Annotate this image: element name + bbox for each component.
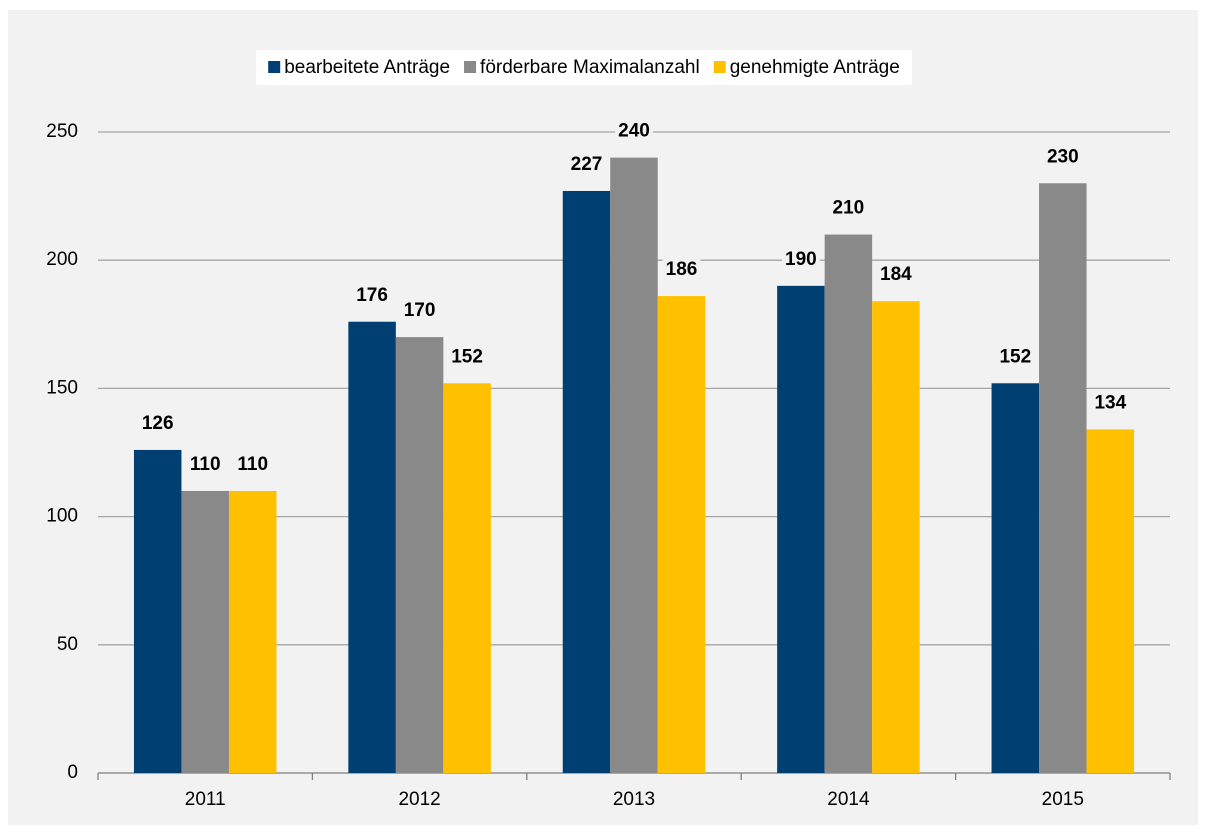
legend-swatch [268,61,281,73]
bar [872,301,920,773]
value-label: 152 [451,346,483,367]
value-label-bg [1043,146,1082,168]
x-tick-label: 2013 [613,789,655,810]
value-label: 126 [142,413,174,434]
legend-label: förderbare Maximalanzahl [480,57,700,78]
value-label-bg [829,197,868,219]
y-tick-label: 50 [57,634,78,655]
value-label-bg [996,346,1035,368]
value-label: 110 [190,454,221,475]
legend-label: genehmigte Anträge [730,57,900,78]
bar [228,490,277,773]
bar [133,449,182,773]
value-label: 152 [999,346,1031,367]
value-label: 190 [785,249,817,270]
bar [991,383,1040,773]
legend-label: bearbeitete Anträge [284,57,450,78]
value-label-bg [234,453,272,475]
value-label: 240 [618,121,650,142]
y-tick-label: 0 [67,762,78,783]
bar [777,285,825,773]
legend-swatch [713,61,726,73]
value-label: 230 [1047,146,1079,167]
bar [824,234,873,773]
bar [1086,429,1135,773]
x-tick-label: 2014 [827,789,870,810]
value-label-bg [615,120,653,142]
bar [562,190,611,774]
value-label-bg [877,264,916,286]
value-label: 134 [1094,392,1126,413]
legend-background [256,50,912,85]
value-label-bg [1091,392,1130,414]
value-label: 170 [404,300,436,321]
y-tick-label: 250 [46,121,78,142]
x-tick-label: 2015 [1042,789,1084,810]
value-label-bg [186,453,224,475]
value-label: 210 [833,198,865,219]
value-label: 186 [666,259,698,280]
value-label: 176 [356,285,388,306]
value-label: 184 [880,264,912,285]
value-label: 110 [237,454,268,475]
y-tick-label: 100 [46,506,78,527]
legend-swatch [464,61,477,73]
bar [181,490,229,773]
value-label-bg [782,248,820,270]
value-label: 227 [571,154,603,175]
bar [657,296,706,773]
x-tick-label: 2011 [185,789,226,810]
value-label-bg [138,412,177,434]
value-label-bg [353,284,391,306]
bar [395,337,444,773]
y-tick-label: 200 [46,249,78,270]
y-tick-label: 150 [46,377,78,398]
value-label-bg [567,153,606,175]
bar [610,157,658,773]
bar [348,321,396,773]
value-label-bg [400,300,439,322]
bar [1039,183,1087,773]
value-label-bg [662,259,701,281]
x-tick-label: 2012 [398,789,440,810]
bar [443,383,491,773]
value-label-bg [448,346,486,368]
